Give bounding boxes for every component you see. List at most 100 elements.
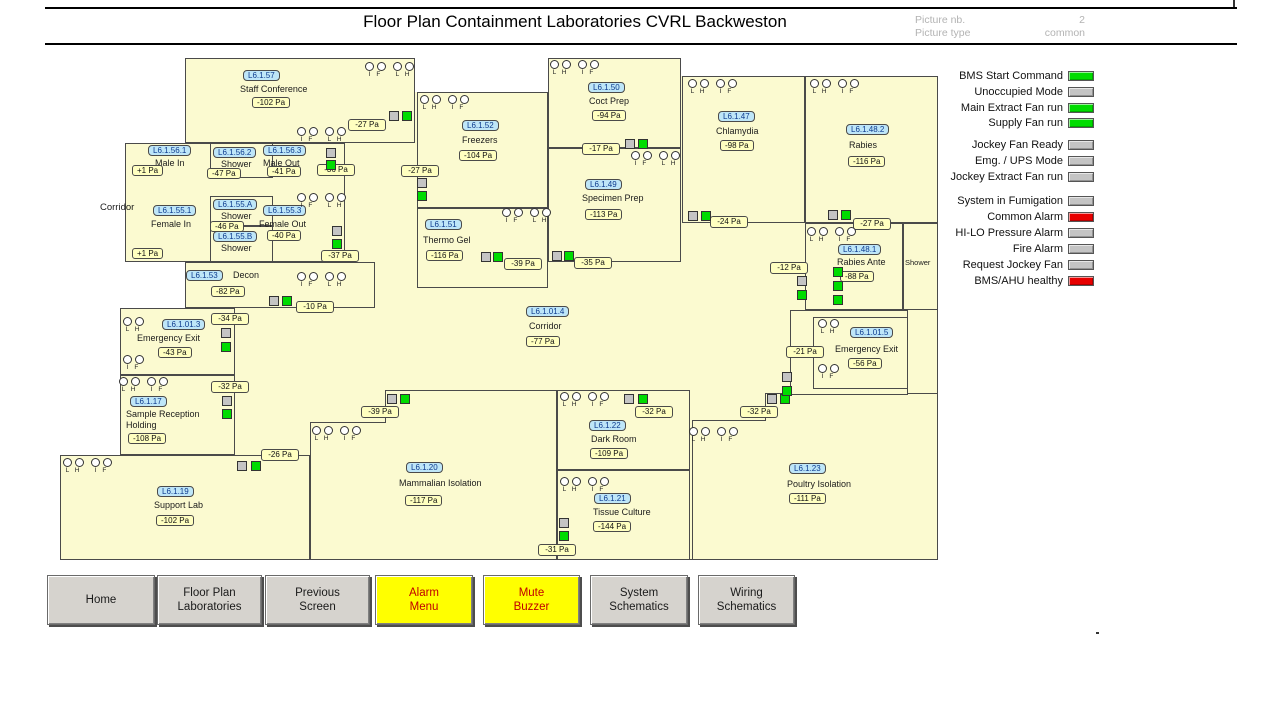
room-name-label: Shower <box>221 159 252 169</box>
button-label: Schematics <box>609 601 669 613</box>
room-id-badge: L6.1.55.1 <box>153 205 197 216</box>
indicator-pair-lh: L H <box>325 193 346 209</box>
indicator-pair-if: I F <box>578 60 599 76</box>
plan-cutout <box>125 262 185 308</box>
room-id-badge: L6.1.20 <box>406 462 443 473</box>
home-button[interactable]: Home <box>47 575 155 625</box>
room-pressure-value: -108 Pa <box>128 433 167 444</box>
room-name-label: Rabies Ante <box>837 257 886 267</box>
room-name-label: Specimen Prep <box>582 193 644 203</box>
button-label: Schematics <box>716 601 777 613</box>
room-id-badge: L6.1.19 <box>157 486 194 497</box>
room-name-label: Freezers <box>462 135 498 145</box>
plan-cutout <box>681 58 938 76</box>
room-name-label: Tissue Culture <box>593 507 651 517</box>
pressure-connector: -17 Pa <box>582 143 620 155</box>
status-square-gray <box>389 111 399 121</box>
corner-tick <box>1233 0 1235 7</box>
system-schematics-button[interactable]: System Schematics <box>590 575 688 625</box>
mute-buzzer-button[interactable]: Mute Buzzer <box>483 575 580 625</box>
wall-seam <box>386 418 556 426</box>
legend-item: Jockey Fan Ready <box>942 139 1094 151</box>
area-label: Shower <box>905 258 931 267</box>
button-label: Floor Plan <box>183 587 236 599</box>
room-pressure-value: -98 Pa <box>720 140 754 151</box>
pressure-connector: -27 Pa <box>401 165 439 177</box>
pressure-connector: -24 Pa <box>710 216 748 228</box>
legend-label: HI-LO Pressure Alarm <box>955 227 1063 239</box>
room-pressure-value: -116 Pa <box>848 156 886 167</box>
floor-plan-laboratories-button[interactable]: Floor Plan Laboratories <box>157 575 262 625</box>
room-rabies-ante <box>805 223 903 310</box>
pressure-connector: -37 Pa <box>321 250 359 262</box>
wiring-schematics-button[interactable]: Wiring Schematics <box>698 575 795 625</box>
legend-item: Request Jockey Fan <box>942 259 1094 271</box>
status-square-gray <box>624 394 634 404</box>
page-title: Floor Plan Containment Laboratories CVRL… <box>363 12 787 31</box>
room-specimen-prep <box>548 148 681 262</box>
legend-label: Supply Fan run <box>988 117 1063 129</box>
legend-status-box-red <box>1068 276 1094 286</box>
room-name-label: Emergency Exit <box>137 333 201 343</box>
status-square-green <box>833 281 843 291</box>
alarm-menu-button[interactable]: Alarm Menu <box>375 575 473 625</box>
indicator-pair-if: I F <box>91 458 112 474</box>
legend-status-box-gray <box>1068 140 1094 150</box>
header-bottom-rule <box>45 43 1237 45</box>
room-name-label: Emergency Exit <box>835 344 899 354</box>
header-top-rule <box>45 7 1237 9</box>
room-name-label: Chlamydia <box>716 126 759 136</box>
pressure-connector: -32 Pa <box>635 406 673 418</box>
button-label: Previous <box>295 587 340 599</box>
room-poultry-isolation <box>692 420 938 560</box>
indicator-pair-if: I F <box>297 127 318 143</box>
legend-item: Main Extract Fan run <box>942 102 1094 114</box>
indicator-pair-if: I F <box>297 193 318 209</box>
indicator-pair-lh: L H <box>119 377 140 393</box>
status-square-green <box>417 191 427 201</box>
previous-screen-button[interactable]: Previous Screen <box>265 575 370 625</box>
status-square-gray <box>559 518 569 528</box>
room-id-badge: L6.1.56.2 <box>213 147 257 158</box>
pressure-connector: -39 Pa <box>361 406 399 418</box>
room-id-badge: L6.1.48.2 <box>846 124 890 135</box>
room-pressure-value: -117 Pa <box>405 495 443 506</box>
wall-seam <box>766 416 937 424</box>
room-name-label: Female In <box>151 219 192 229</box>
status-square-gray <box>828 210 838 220</box>
indicator-pair-if: I F <box>340 426 361 442</box>
plan-cutout <box>415 58 548 92</box>
legend-item: Supply Fan run <box>942 117 1094 129</box>
room-id-badge: L6.1.21 <box>594 493 631 504</box>
indicator-pair-lh: L H <box>123 317 144 333</box>
legend-status-box-green <box>1068 118 1094 128</box>
room-pressure-value: +1 Pa <box>132 248 164 259</box>
indicator-circles: I F <box>123 355 144 371</box>
room-id-badge: L6.1.50 <box>588 82 625 93</box>
area-label: Corridor <box>100 202 135 213</box>
room-id-badge: L6.1.55.3 <box>263 205 307 216</box>
legend-status-box-gray <box>1068 196 1094 206</box>
room-name-label: Sample Reception <box>126 409 200 419</box>
room-pressure-value: -82 Pa <box>211 286 245 297</box>
legend-status-box-green <box>1068 103 1094 113</box>
status-square-green <box>564 251 574 261</box>
legend-item: Fire Alarm <box>942 243 1094 255</box>
button-label: Buzzer <box>513 601 550 613</box>
status-square-gray <box>625 139 635 149</box>
room-pressure-value: -113 Pa <box>585 209 623 220</box>
indicator-pair-lh: L H <box>63 458 84 474</box>
indicator-pair-if: I F <box>716 79 737 95</box>
legend-label: Main Extract Fan run <box>960 102 1063 114</box>
legend-label: Request Jockey Fan <box>962 259 1063 271</box>
room-mammalian-ext <box>385 390 557 423</box>
indicator-pair-if: I F <box>365 62 386 78</box>
legend-label: BMS/AHU healthy <box>974 275 1063 287</box>
status-square-green <box>638 394 648 404</box>
